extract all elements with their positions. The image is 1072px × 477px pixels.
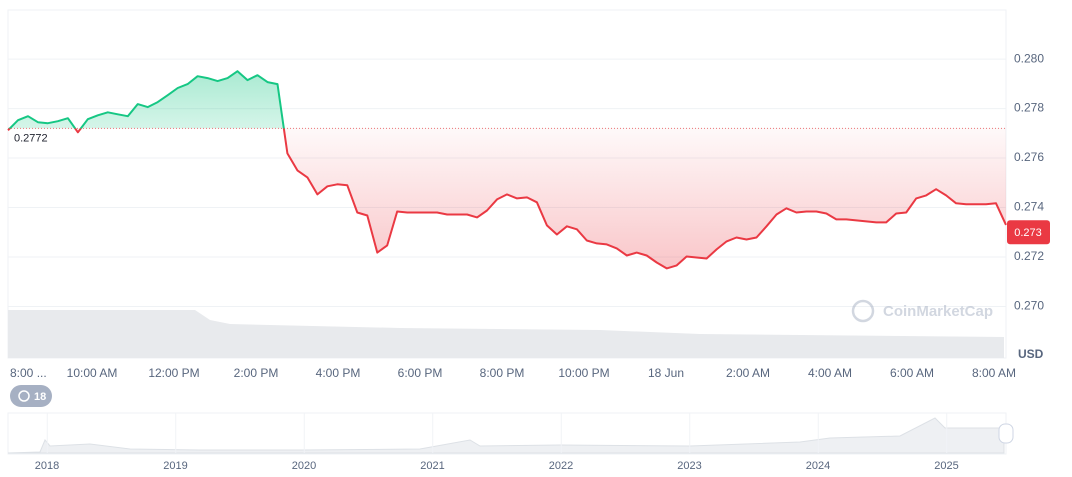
navigator-handle[interactable] xyxy=(998,423,1014,444)
x-tick-label: 4:00 PM xyxy=(316,366,361,380)
navigator-year: 2024 xyxy=(806,460,830,472)
y-tick-label: 0.274 xyxy=(1014,200,1044,214)
watermark: CoinMarketCap xyxy=(851,299,993,323)
x-tick-label: 6:00 AM xyxy=(890,366,934,380)
x-tick-label: 4:00 AM xyxy=(808,366,852,380)
price-tag xyxy=(1007,220,1050,245)
x-tick-label: 12:00 PM xyxy=(148,366,199,380)
y-tick-label: 0.272 xyxy=(1014,249,1044,263)
x-tick-label: 2:00 PM xyxy=(234,366,279,380)
navigator-year: 2023 xyxy=(677,460,701,472)
navigator-year: 2018 xyxy=(35,460,59,472)
badge-bg xyxy=(10,385,52,407)
x-tick-label: 10:00 PM xyxy=(558,366,609,380)
volume-area xyxy=(8,310,1004,358)
watermark-text: CoinMarketCap xyxy=(883,303,993,320)
x-tick-label: 8:00 AM xyxy=(972,366,1016,380)
x-tick-label: 10:00 AM xyxy=(67,366,118,380)
navigator-year: 2021 xyxy=(420,460,444,472)
watermark-logo xyxy=(851,299,875,323)
navigator-area xyxy=(7,417,1005,454)
y-tick-label: 0.276 xyxy=(1014,150,1044,164)
x-tick-label: 8:00 PM xyxy=(480,366,525,380)
badge-text: 18 xyxy=(34,391,46,403)
area xyxy=(8,71,1006,269)
y-tick-label: 0.280 xyxy=(1014,51,1044,65)
x-tick-label: 2:00 AM xyxy=(726,366,770,380)
plot: 0.2772 0.273 xyxy=(7,70,1050,270)
price-tag-label: 0.273 xyxy=(1014,227,1042,239)
navigator[interactable]: 2018 2019 2020 2021 2022 2023 2024 2025 xyxy=(7,412,1014,472)
navigator-year: 2020 xyxy=(292,460,316,472)
navigator-year: 2022 xyxy=(549,460,573,472)
price-line xyxy=(7,70,1007,270)
y-tick-label: 0.278 xyxy=(1014,101,1044,115)
x-tick-label: 18 Jun xyxy=(648,366,684,380)
x-tick-label: 6:00 PM xyxy=(398,366,443,380)
badge-icon xyxy=(18,390,30,402)
x-tick-label: 8:00 ... xyxy=(10,366,47,380)
navigator-year: 2025 xyxy=(934,460,958,472)
unit-label: USD xyxy=(1018,347,1044,361)
baseline-label: 0.2772 xyxy=(14,132,48,144)
history-badge[interactable]: 18 xyxy=(10,385,52,407)
y-tick-label: 0.270 xyxy=(1014,299,1044,313)
navigator-year: 2019 xyxy=(163,460,187,472)
